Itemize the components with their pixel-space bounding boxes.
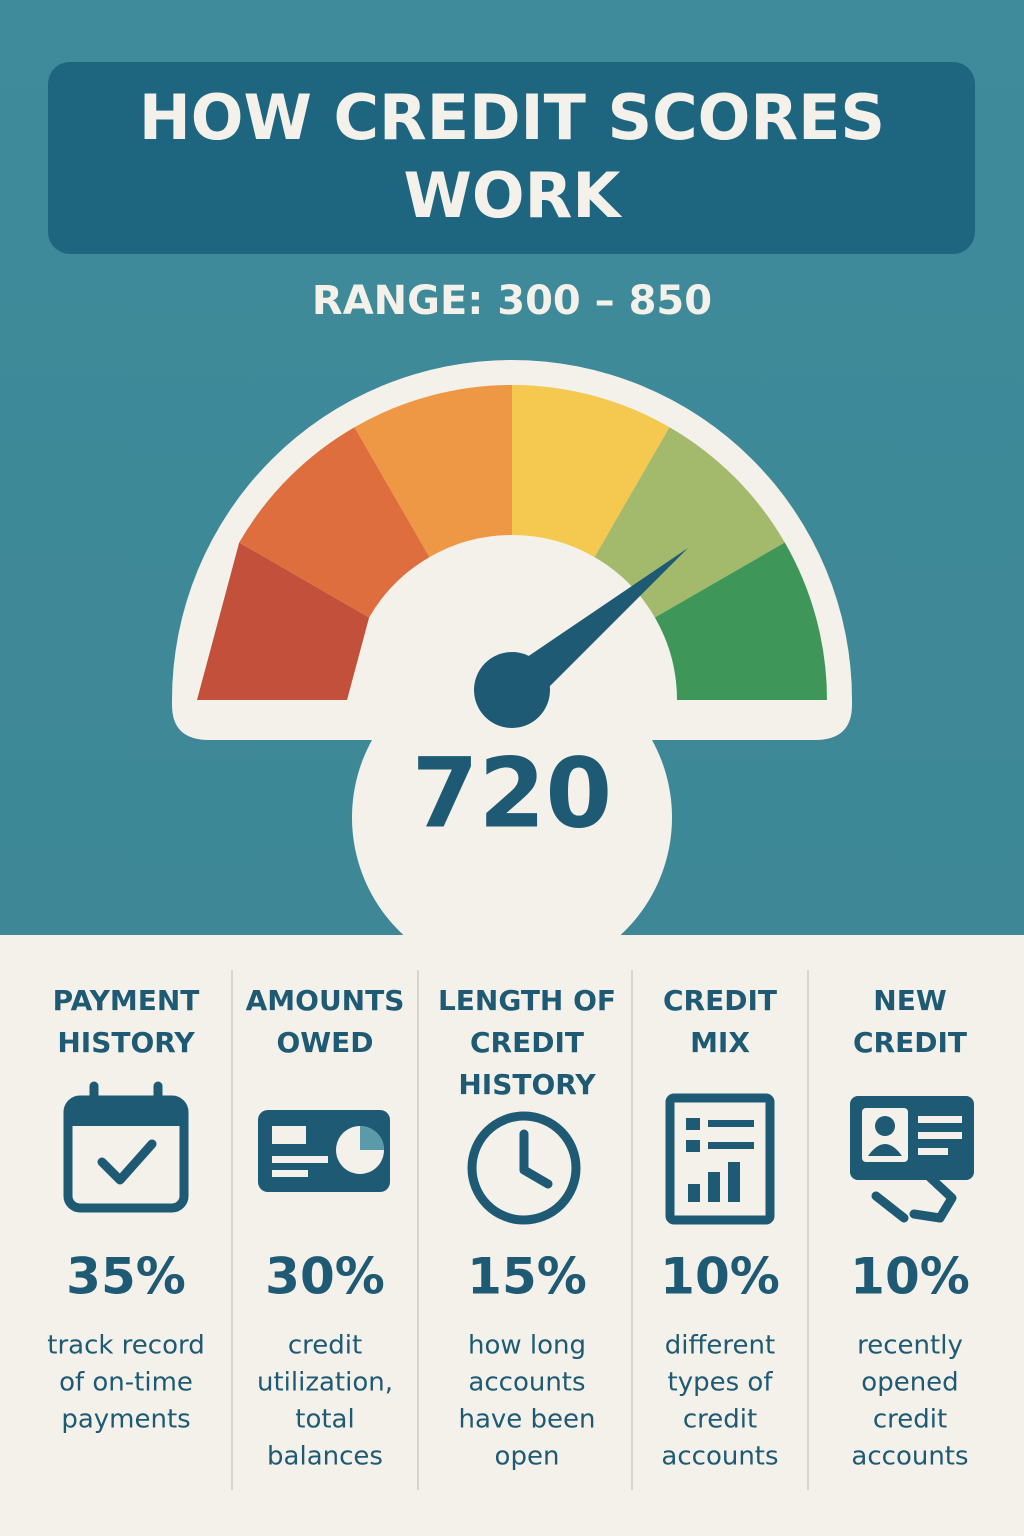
factor-description: have been <box>458 1405 595 1435</box>
needle-hub <box>474 652 550 728</box>
title-line: HOW CREDIT SCORES <box>139 81 885 154</box>
factor-description: credit <box>683 1405 757 1435</box>
title-box <box>48 62 975 254</box>
gauge-segment <box>512 385 670 558</box>
factor-description: of on-time <box>59 1368 193 1398</box>
factor-description: total <box>295 1405 354 1435</box>
gauge-segment <box>354 385 512 558</box>
gauge-segment <box>197 542 370 700</box>
factor-title: HISTORY <box>458 1068 596 1101</box>
factor-title: OWED <box>276 1026 373 1059</box>
factor-title: CREDIT <box>853 1026 967 1059</box>
factor-description: types of <box>668 1368 774 1398</box>
factor-description: payments <box>61 1405 190 1435</box>
factor-description: credit <box>288 1331 362 1361</box>
score: 720 <box>412 737 612 849</box>
factor-percent: 30% <box>265 1248 385 1306</box>
factor-description: accounts <box>468 1368 585 1398</box>
factor-title: PAYMENT <box>53 984 200 1017</box>
factor-description: accounts <box>851 1442 968 1472</box>
gauge-needle <box>505 548 688 706</box>
factor-title: CREDIT <box>663 984 777 1017</box>
icon-calendar <box>63 1081 189 1213</box>
factor-description: utilization, <box>257 1368 393 1398</box>
gauge: 720 <box>172 360 852 978</box>
factor-title: NEW <box>873 984 947 1017</box>
factor-description: balances <box>267 1442 383 1472</box>
title-line: WORK <box>404 159 623 232</box>
factor-percent: 10% <box>850 1248 970 1306</box>
range-label: RANGE: 300 – 850 <box>312 278 712 324</box>
icon-id-card <box>850 1096 974 1223</box>
factor-title: CREDIT <box>470 1026 584 1059</box>
icon-document <box>665 1093 775 1225</box>
factor-description: different <box>665 1331 775 1361</box>
factor-description: credit <box>873 1405 947 1435</box>
factor-percent: 10% <box>660 1248 780 1306</box>
factor-description: accounts <box>661 1442 778 1472</box>
factor-title: AMOUNTS <box>246 984 405 1017</box>
factor-title: MIX <box>690 1026 750 1059</box>
bottom-background <box>0 935 1024 1536</box>
factor-description: track record <box>47 1331 205 1361</box>
factor-description: how long <box>468 1331 586 1361</box>
factor-description: opened <box>861 1368 958 1398</box>
factor-percent: 35% <box>66 1248 186 1306</box>
gauge-segment <box>594 427 785 618</box>
factor-description: open <box>495 1442 560 1472</box>
factor-description: recently <box>857 1331 963 1361</box>
gauge-segment <box>239 427 430 618</box>
factor-title: HISTORY <box>57 1026 195 1059</box>
column-dividers <box>231 970 809 1490</box>
factor-percent: 15% <box>467 1248 587 1306</box>
icon-clock <box>467 1111 581 1225</box>
gauge-segment <box>654 542 828 700</box>
icon-card <box>258 1110 390 1192</box>
factor-title: LENGTH OF <box>438 984 616 1017</box>
